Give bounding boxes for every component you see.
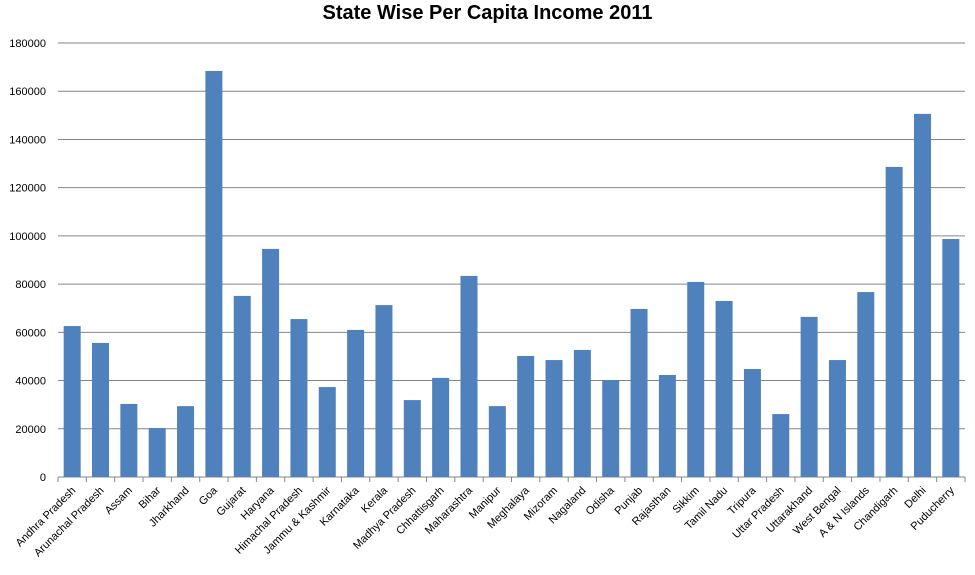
y-tick-label: 0 <box>40 472 46 484</box>
x-tick-label: Delhi <box>902 485 928 511</box>
bar <box>800 316 818 477</box>
y-tick-label: 160000 <box>9 86 46 98</box>
bar <box>262 248 280 477</box>
x-tick-label: Odisha <box>584 484 618 518</box>
bar <box>715 300 733 477</box>
chart-title: State Wise Per Capita Income 2011 <box>322 2 653 24</box>
x-tick-label: Goa <box>197 484 221 508</box>
bar <box>290 319 308 477</box>
bar <box>942 239 960 477</box>
bar <box>885 166 903 478</box>
y-tick-label: 40000 <box>15 376 46 388</box>
y-tick-label: 80000 <box>15 279 46 291</box>
bar <box>743 368 761 477</box>
bar <box>432 377 450 477</box>
bar <box>913 113 931 478</box>
bar <box>573 349 591 477</box>
bar <box>857 292 875 477</box>
bar <box>517 355 535 477</box>
bar <box>233 295 251 477</box>
bar <box>318 387 336 477</box>
bar <box>205 70 223 478</box>
x-tick-label: Assam <box>103 485 135 517</box>
bar <box>630 308 648 477</box>
y-tick-label: 120000 <box>9 183 46 195</box>
y-tick-label: 180000 <box>9 38 46 50</box>
y-tick-label: 140000 <box>9 134 46 146</box>
bar <box>602 380 620 477</box>
bar <box>120 403 138 477</box>
y-tick-label: 60000 <box>15 327 46 339</box>
bar <box>92 342 110 477</box>
bar <box>403 400 421 477</box>
bar <box>687 281 705 477</box>
bar <box>177 406 195 477</box>
y-tick-label: 100000 <box>9 231 46 243</box>
bar <box>148 428 166 477</box>
bar <box>460 275 478 477</box>
y-tick-label: 20000 <box>15 424 46 436</box>
bar <box>488 406 506 477</box>
bar <box>375 305 393 477</box>
bar <box>828 360 846 477</box>
bar <box>63 326 81 477</box>
bar <box>772 414 790 477</box>
bar <box>658 375 676 477</box>
bar <box>545 360 563 477</box>
bar <box>347 329 365 477</box>
